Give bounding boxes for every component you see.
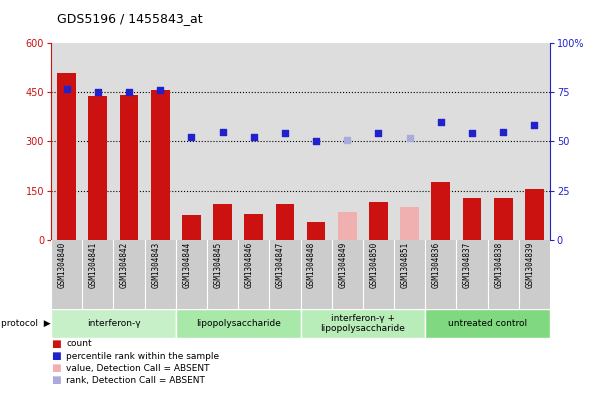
Bar: [57, 73, 76, 240]
Text: GSM1304836: GSM1304836: [432, 242, 441, 288]
Text: untreated control: untreated control: [448, 319, 527, 328]
Text: GSM1304840: GSM1304840: [58, 242, 67, 288]
Bar: [51, 309, 176, 338]
Bar: [114, 240, 145, 309]
Point: [529, 122, 539, 128]
Point: [498, 129, 508, 135]
Bar: [182, 215, 201, 240]
Bar: [213, 204, 232, 240]
Bar: [151, 90, 169, 240]
Bar: [51, 240, 82, 309]
Point: [436, 119, 445, 125]
Bar: [176, 240, 207, 309]
Bar: [519, 240, 550, 309]
Text: GSM1304841: GSM1304841: [89, 242, 98, 288]
Bar: [426, 240, 456, 309]
Bar: [369, 202, 388, 240]
Bar: [88, 95, 107, 240]
Bar: [494, 198, 513, 240]
Text: GSM1304845: GSM1304845: [213, 242, 222, 288]
Text: GSM1304842: GSM1304842: [120, 242, 129, 288]
Bar: [432, 182, 450, 240]
Point: [124, 89, 134, 95]
Text: GSM1304843: GSM1304843: [151, 242, 160, 288]
Point: [249, 133, 258, 140]
Point: [374, 130, 383, 136]
Point: [405, 134, 415, 141]
Bar: [300, 240, 332, 309]
Text: protocol  ▶: protocol ▶: [1, 319, 50, 328]
Text: GSM1304838: GSM1304838: [494, 242, 503, 288]
Bar: [207, 240, 238, 309]
Text: GSM1304839: GSM1304839: [525, 242, 534, 288]
Bar: [394, 240, 426, 309]
Point: [186, 133, 196, 140]
Bar: [245, 213, 263, 240]
Bar: [400, 207, 419, 240]
Bar: [338, 212, 356, 240]
Point: [62, 86, 72, 93]
Bar: [82, 240, 114, 309]
Text: percentile rank within the sample: percentile rank within the sample: [66, 352, 219, 360]
Bar: [145, 240, 176, 309]
Point: [156, 86, 165, 93]
Bar: [363, 240, 394, 309]
Bar: [525, 189, 544, 240]
Bar: [463, 198, 481, 240]
Text: GSM1304850: GSM1304850: [370, 242, 379, 288]
Text: GSM1304851: GSM1304851: [401, 242, 410, 288]
Point: [311, 138, 321, 144]
Bar: [276, 204, 294, 240]
Text: interferon-γ: interferon-γ: [87, 319, 140, 328]
Bar: [269, 240, 300, 309]
Text: GSM1304844: GSM1304844: [182, 242, 191, 288]
Bar: [120, 95, 138, 240]
Text: value, Detection Call = ABSENT: value, Detection Call = ABSENT: [66, 364, 210, 373]
Text: interferon-γ +
lipopolysaccharide: interferon-γ + lipopolysaccharide: [320, 314, 405, 333]
Text: GDS5196 / 1455843_at: GDS5196 / 1455843_at: [57, 12, 203, 25]
Bar: [487, 240, 519, 309]
Text: count: count: [66, 340, 92, 348]
Bar: [176, 309, 300, 338]
Bar: [307, 222, 326, 240]
Point: [93, 89, 103, 95]
Bar: [456, 240, 487, 309]
Text: ■: ■: [51, 363, 61, 373]
Text: GSM1304846: GSM1304846: [245, 242, 254, 288]
Text: ■: ■: [51, 339, 61, 349]
Point: [343, 137, 352, 143]
Bar: [238, 240, 269, 309]
Text: GSM1304837: GSM1304837: [463, 242, 472, 288]
Text: GSM1304849: GSM1304849: [338, 242, 347, 288]
Text: ■: ■: [51, 351, 61, 361]
Bar: [300, 309, 426, 338]
Text: GSM1304847: GSM1304847: [276, 242, 285, 288]
Text: rank, Detection Call = ABSENT: rank, Detection Call = ABSENT: [66, 376, 205, 385]
Point: [218, 129, 227, 135]
Bar: [426, 309, 550, 338]
Bar: [332, 240, 363, 309]
Text: ■: ■: [51, 375, 61, 386]
Text: GSM1304848: GSM1304848: [307, 242, 316, 288]
Text: lipopolysaccharide: lipopolysaccharide: [196, 319, 281, 328]
Point: [280, 130, 290, 136]
Point: [467, 130, 477, 136]
